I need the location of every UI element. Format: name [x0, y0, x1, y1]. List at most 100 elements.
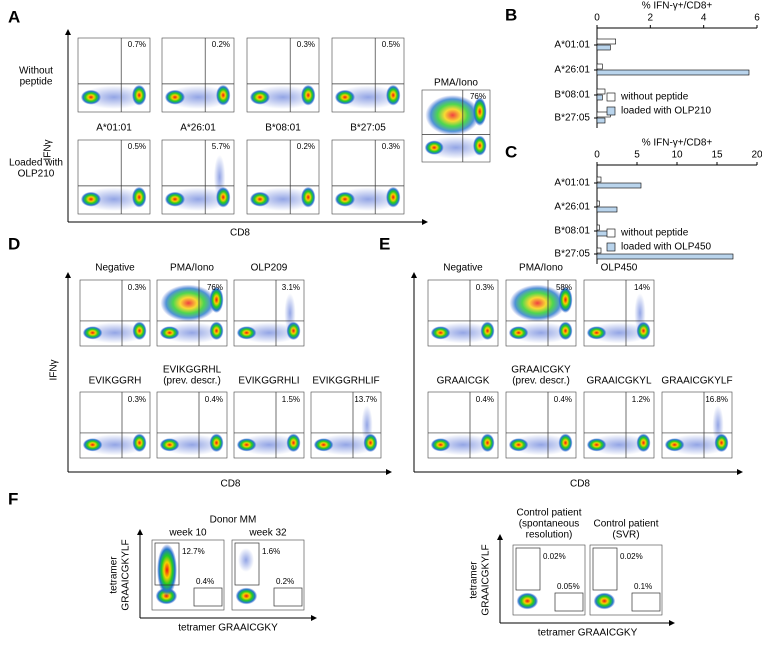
cell-cloud: [237, 322, 301, 344]
cell-cloud: [386, 84, 401, 106]
percent-label: 0.3%: [128, 395, 146, 404]
plot-title: week 32: [248, 528, 287, 539]
category-label: A*26:01: [554, 65, 590, 76]
cell-cloud: [314, 434, 378, 456]
cell-cloud: [236, 438, 257, 452]
category-label: B*08:01: [554, 226, 590, 237]
bar: [596, 206, 618, 213]
bar: [596, 253, 734, 260]
column-label: B*08:01: [265, 123, 301, 134]
plot-title: Control patient: [516, 508, 581, 519]
cell-cloud: [665, 434, 729, 456]
cell-cloud: [81, 85, 147, 110]
cell-cloud: [430, 438, 451, 452]
x-tick-label: 20: [751, 150, 762, 161]
cell-cloud: [509, 434, 573, 456]
percent-label: 0.2%: [212, 40, 230, 49]
bar: [596, 44, 611, 51]
cell-cloud: [425, 95, 480, 136]
y-axis-label: tetramer: [109, 556, 120, 594]
plot-title: PMA/Iono: [170, 263, 214, 274]
percent-label: 0.2%: [276, 577, 294, 586]
cell-cloud: [213, 154, 226, 200]
cell-cloud: [157, 544, 177, 596]
gate: [515, 547, 541, 591]
bar: [596, 224, 600, 231]
panel-label: D: [8, 234, 20, 253]
plot-title: Negative: [443, 263, 483, 274]
plot-title: resolution): [526, 530, 573, 541]
cell-cloud: [386, 186, 401, 208]
cell-cloud: [286, 433, 301, 453]
column-label: A*26:01: [180, 123, 216, 134]
row-label: Loaded with: [9, 158, 63, 169]
plot-title: Control patient: [593, 519, 658, 530]
cell-cloud: [587, 434, 651, 456]
percent-label: 0.4%: [476, 395, 494, 404]
cell-cloud: [249, 89, 271, 105]
x-tick-label: 10: [671, 150, 683, 161]
y-axis-label: IFNγ: [43, 139, 54, 160]
cell-cloud: [236, 326, 257, 340]
cell-cloud: [480, 321, 495, 341]
category-label: A*26:01: [554, 202, 590, 213]
donor-label: Donor MM: [210, 515, 257, 526]
cell-cloud: [558, 321, 573, 341]
legend-label: loaded with OLP450: [621, 242, 712, 253]
cell-cloud: [335, 85, 401, 110]
legend-swatch: [606, 228, 616, 238]
cell-cloud: [216, 84, 231, 106]
x-axis-label: CD8: [230, 228, 250, 239]
legend-swatch: [606, 242, 616, 252]
cell-cloud: [209, 286, 224, 313]
cell-cloud: [284, 293, 296, 333]
percent-label: 0.4%: [554, 395, 572, 404]
cell-cloud: [431, 322, 495, 344]
cell-cloud: [249, 191, 271, 207]
cell-cloud: [301, 84, 316, 106]
percent-label: 1.6%: [262, 547, 280, 556]
panel-label: C: [505, 142, 517, 161]
cell-cloud: [165, 85, 231, 110]
plot-title: EVIKGGRHLIF: [312, 376, 379, 387]
cell-cloud: [558, 286, 573, 313]
plot-title: GRAAICGKYLF: [661, 376, 732, 387]
bar: [596, 230, 608, 237]
x-axis-label: CD8: [220, 479, 240, 490]
x-axis-label: % IFN-γ+/CD8+: [642, 1, 713, 12]
y-axis-label: GRAAICGKYLF: [481, 544, 492, 615]
legend-swatch: [606, 92, 616, 102]
cell-cloud: [164, 191, 186, 207]
x-tick-label: 15: [711, 150, 723, 161]
percent-label: 0.4%: [205, 395, 223, 404]
x-tick-label: 6: [754, 13, 760, 24]
percent-label: 0.05%: [557, 582, 580, 591]
percent-label: 1.2%: [632, 395, 650, 404]
percent-label: 14%: [634, 283, 650, 292]
cell-cloud: [664, 438, 685, 452]
cell-cloud: [238, 548, 254, 572]
cell-cloud: [83, 322, 147, 344]
gate: [554, 592, 584, 612]
cell-cloud: [509, 284, 566, 322]
panel-label: B: [505, 5, 517, 24]
x-axis-label: tetramer GRAAICGKY: [538, 628, 638, 639]
percent-label: 0.3%: [382, 142, 400, 151]
cell-cloud: [425, 136, 487, 160]
bar: [596, 182, 642, 189]
cell-cloud: [80, 191, 102, 207]
plot-title: (SVR): [612, 530, 639, 541]
gate: [154, 542, 180, 586]
percent-label: 5.7%: [212, 142, 230, 151]
legend-label: without peptide: [620, 228, 689, 239]
percent-label: 0.7%: [128, 40, 146, 49]
cell-cloud: [132, 433, 147, 453]
x-tick-label: 0: [594, 13, 600, 24]
percent-label: 0.5%: [382, 40, 400, 49]
plot-title: GRAAICGKYL: [586, 376, 651, 387]
legend-swatch: [606, 106, 616, 116]
gate: [631, 592, 661, 612]
plot-title: GRAAICGKY: [511, 365, 571, 376]
gate: [193, 587, 223, 607]
legend-label: without peptide: [620, 92, 689, 103]
